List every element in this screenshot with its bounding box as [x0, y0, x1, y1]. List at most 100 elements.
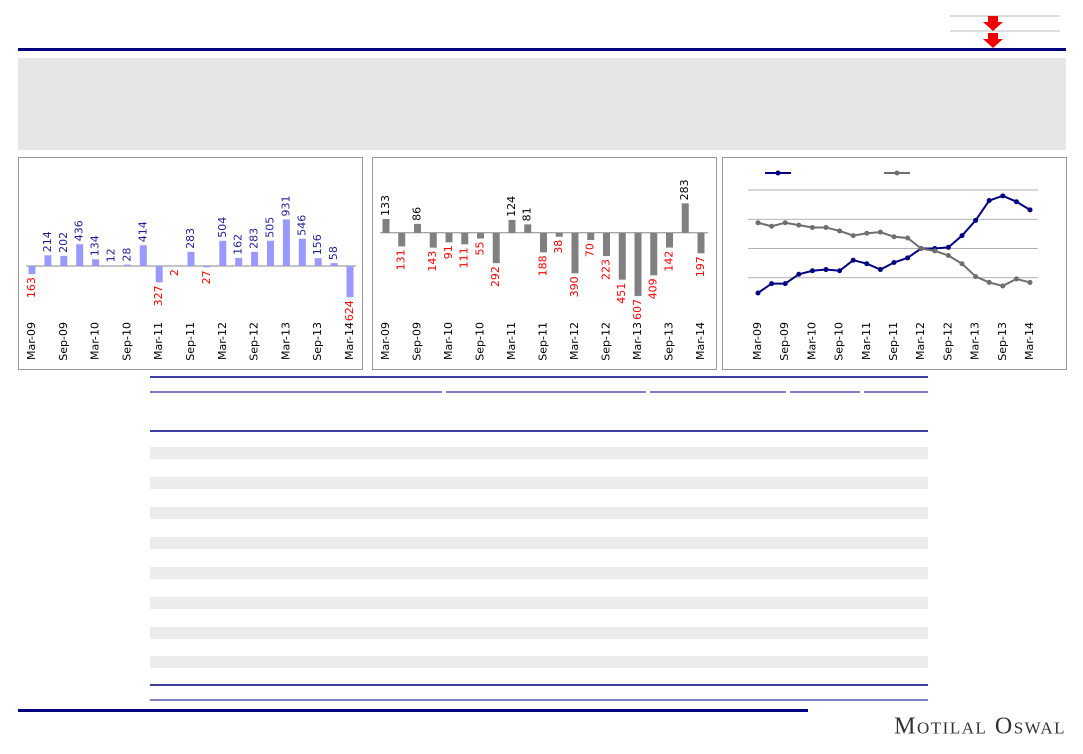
- down-arrow: [983, 16, 1003, 31]
- bar: [383, 219, 390, 233]
- bar: [587, 233, 594, 240]
- table-stripe: [150, 477, 928, 489]
- line-point: [851, 258, 856, 263]
- bar: [446, 233, 453, 242]
- data-label: 134: [89, 235, 102, 256]
- x-tick-label: Mar-14: [343, 322, 356, 360]
- bar: [430, 233, 437, 248]
- line-point: [946, 253, 951, 258]
- line-point: [987, 280, 992, 285]
- table-stripe: [150, 447, 928, 459]
- bar: [461, 233, 468, 245]
- bar: [398, 233, 405, 247]
- bar: [29, 266, 36, 274]
- x-tick-label: Sep-11: [184, 322, 197, 361]
- bar: [299, 239, 306, 266]
- bar: [283, 219, 290, 266]
- line-point: [837, 268, 842, 273]
- data-label: 124: [505, 196, 518, 217]
- x-tick-label: Mar-13: [969, 322, 982, 360]
- bar: [203, 266, 210, 267]
- x-tick-label: Mar-11: [505, 322, 518, 360]
- data-label: 283: [248, 228, 261, 249]
- x-tick-label: Sep-10: [120, 322, 133, 361]
- bar: [524, 224, 531, 232]
- line-point: [824, 225, 829, 230]
- line-point: [1028, 207, 1033, 212]
- line-point: [960, 261, 965, 266]
- data-label: 81: [521, 207, 534, 221]
- line-point: [1000, 283, 1005, 288]
- x-tick-label: Mar-14: [1023, 322, 1036, 360]
- line-point: [946, 245, 951, 250]
- line-point: [810, 225, 815, 230]
- line-point: [851, 233, 856, 238]
- x-tick-label: Mar-12: [568, 322, 581, 360]
- bar: [347, 266, 354, 297]
- x-tick-label: Mar-09: [751, 322, 764, 360]
- line-point: [973, 218, 978, 223]
- table-stripe: [150, 507, 928, 519]
- x-tick-label: Mar-13: [631, 322, 644, 360]
- data-label: 283: [184, 228, 197, 249]
- x-tick-label: Sep-13: [311, 322, 324, 361]
- x-tick-label: Mar-09: [379, 322, 392, 360]
- data-label: 607: [631, 299, 644, 320]
- table-stripe: [150, 567, 928, 579]
- line-point: [878, 230, 883, 235]
- bar: [251, 252, 258, 266]
- data-label: 156: [311, 234, 324, 255]
- x-tick-label: Sep-13: [663, 322, 676, 361]
- line-point: [783, 281, 788, 286]
- data-label: 38: [552, 240, 565, 254]
- data-label: 505: [264, 217, 277, 238]
- line-point: [769, 224, 774, 229]
- bar: [92, 259, 99, 266]
- bar: [315, 258, 322, 266]
- line-point: [1000, 193, 1005, 198]
- bar: [219, 241, 226, 266]
- table-stripe: [150, 537, 928, 549]
- bar: [540, 233, 547, 253]
- table-stripe: [150, 597, 928, 609]
- data-label: 27: [200, 270, 213, 284]
- bar: [331, 263, 338, 266]
- data-label: 163: [25, 277, 38, 298]
- x-tick-label: Sep-12: [941, 322, 954, 361]
- bar: [235, 258, 242, 266]
- line-point: [987, 198, 992, 203]
- table-stripe: [150, 627, 928, 639]
- x-tick-label: Mar-13: [279, 322, 292, 360]
- data-label: 197: [694, 256, 707, 277]
- data-label: 436: [73, 220, 86, 241]
- data-label: 28: [120, 248, 133, 262]
- line-point: [837, 228, 842, 233]
- x-tick-label: Sep-12: [248, 322, 261, 361]
- data-label: 162: [232, 234, 245, 255]
- x-tick-label: Sep-09: [411, 322, 424, 361]
- x-tick-label: Mar-11: [152, 322, 165, 360]
- bar: [108, 265, 115, 266]
- bar: [698, 233, 705, 253]
- line-point: [919, 246, 924, 251]
- x-tick-label: Mar-12: [216, 322, 229, 360]
- x-tick-label: Sep-10: [833, 322, 846, 361]
- data-label: 202: [57, 232, 70, 253]
- bar: [509, 220, 516, 233]
- line-point: [864, 231, 869, 236]
- x-tick-label: Sep-09: [778, 322, 791, 361]
- data-label: 931: [279, 195, 292, 216]
- line-point: [973, 274, 978, 279]
- line-point: [810, 268, 815, 273]
- line-point: [932, 248, 937, 253]
- data-label: 390: [568, 276, 581, 297]
- data-label: 283: [678, 179, 691, 200]
- x-tick-label: Mar-12: [914, 322, 927, 360]
- legend-swatch: [895, 171, 900, 176]
- x-tick-label: Sep-11: [537, 322, 550, 361]
- line-point: [878, 267, 883, 272]
- line-point: [769, 281, 774, 286]
- line-point: [905, 235, 910, 240]
- bar: [682, 203, 689, 232]
